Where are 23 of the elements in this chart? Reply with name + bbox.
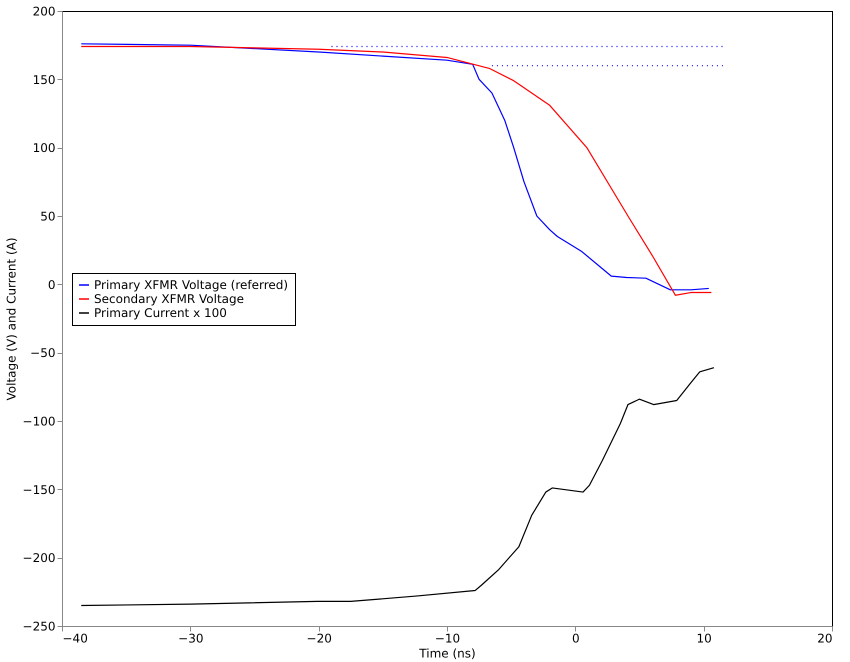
x-tick-label: −30 [178,632,204,646]
x-tick-label: −10 [434,632,460,646]
x-tick-label: 20 [817,632,832,646]
legend-label: Secondary XFMR Voltage [94,292,244,306]
y-tick-label: 150 [32,72,56,87]
y-tick-label: −150 [22,482,56,497]
x-tick-label: 0 [572,632,580,646]
y-tick-label: −50 [30,346,56,360]
x-axis-title: Time (ns) [418,646,476,660]
legend-label: Primary XFMR Voltage (referred) [94,278,288,292]
legend-label: Primary Current x 100 [94,306,227,320]
y-tick-label: 100 [32,141,56,156]
line-series [80,367,715,606]
y-tick-label: 200 [32,4,56,18]
y-tick-label: −100 [22,414,56,428]
x-tick-label: −40 [62,632,88,646]
x-tick-label: 10 [696,632,712,646]
x-tick-label: −20 [306,632,332,646]
y-tick-label: −200 [22,551,56,566]
y-tick-label: 0 [48,278,56,292]
y-tick-label: −250 [22,620,56,634]
y-axis-title: Voltage (V) and Current (A) [4,237,19,401]
y-tick-label: 50 [40,210,56,224]
